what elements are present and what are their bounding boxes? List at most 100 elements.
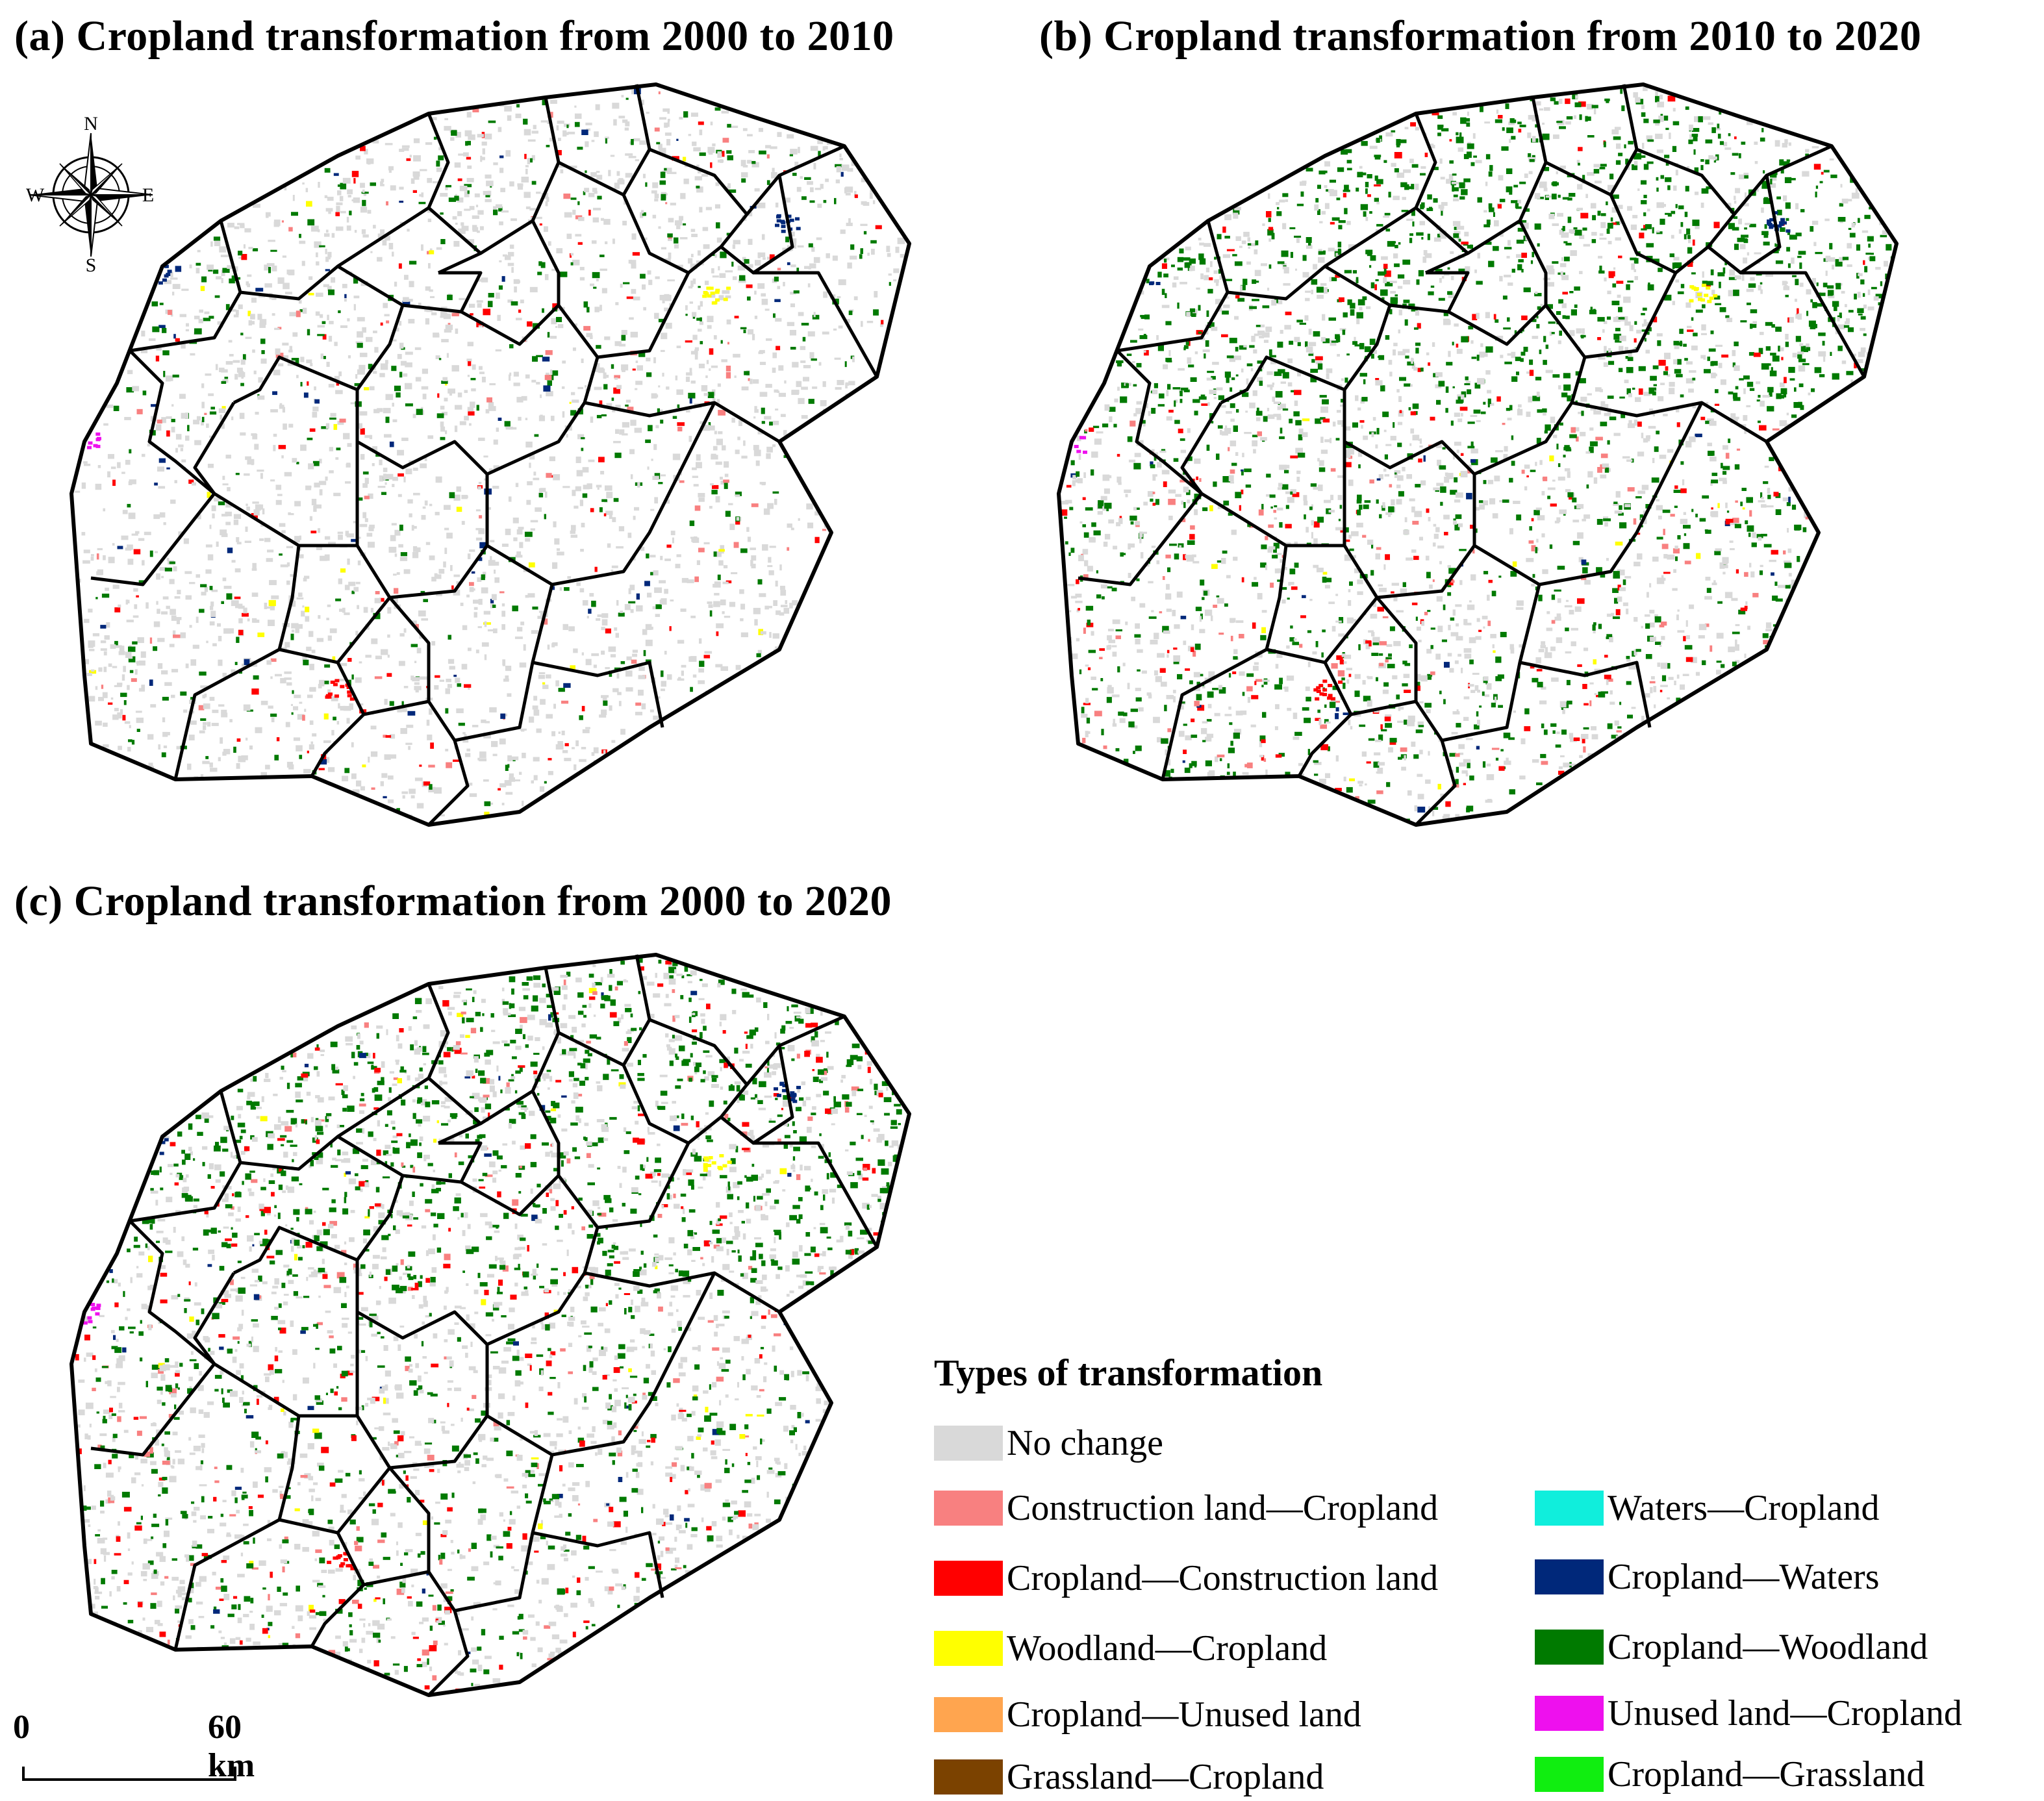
legend-item-cropland-to-woodland: Cropland—Woodland <box>1535 1626 1928 1668</box>
county-boundary <box>213 1312 359 1418</box>
legend-item-construction-to-cropland: Construction land—Cropland <box>934 1487 1438 1529</box>
county-boundary <box>1343 474 1476 599</box>
county-boundary <box>720 175 794 275</box>
county-boundary <box>1741 271 1866 378</box>
scale-bar: 0 60 km <box>13 1708 255 1799</box>
scale-bar-line <box>22 1767 236 1781</box>
county-boundary <box>1545 271 1678 359</box>
legend-label: Unused land—Cropland <box>1608 1693 1962 1733</box>
county-boundary <box>1519 661 1652 728</box>
county-boundary <box>1116 349 1203 495</box>
county-boundary <box>720 1045 794 1145</box>
county-boundary <box>240 1076 430 1171</box>
county-boundary <box>557 84 651 197</box>
panel-b-title: (b) Cropland transformation from 2010 to… <box>1039 12 1922 60</box>
panel-a-title: (a) Cropland transformation from 2000 to… <box>14 12 894 60</box>
scale-max-label: 60 km <box>208 1709 255 1784</box>
legend-swatch <box>1535 1757 1604 1792</box>
legend-swatch <box>934 1631 1003 1666</box>
county-boundary <box>427 1610 470 1696</box>
legend-swatch <box>1535 1696 1604 1731</box>
county-boundary <box>1389 271 1470 314</box>
legend-label: Waters—Cropland <box>1608 1488 1880 1528</box>
legend-item-cropland-to-grassland: Cropland—Grassland <box>1535 1754 1924 1795</box>
scale-zero-label: 0 <box>13 1709 30 1746</box>
legend-label: Cropland—Waters <box>1608 1557 1880 1597</box>
county-boundary <box>551 401 716 586</box>
county-boundary <box>1200 442 1346 548</box>
county-boundary <box>402 271 483 314</box>
map-panel-a <box>69 82 911 827</box>
legend-swatch <box>1535 1559 1604 1594</box>
county-boundary <box>753 1141 879 1248</box>
county-boundary <box>1571 401 1768 444</box>
county-boundary <box>355 357 599 476</box>
county-boundary <box>310 1583 365 1648</box>
county-boundary <box>240 206 430 301</box>
map-panel-b <box>1057 82 1899 827</box>
county-boundary <box>355 1227 599 1346</box>
county-boundary <box>753 271 879 378</box>
county-boundary <box>402 1141 483 1184</box>
county-boundary <box>129 1220 216 1365</box>
legend-label: Woodland—Cropland <box>1007 1628 1328 1669</box>
county-boundary <box>388 544 554 742</box>
county-boundary <box>557 1142 690 1229</box>
county-boundary <box>427 740 470 826</box>
legend-label: Grassland—Cropland <box>1007 1757 1324 1797</box>
county-boundary <box>1707 175 1782 275</box>
legend-item-cropland-to-unused: Cropland—Unused land <box>934 1694 1361 1735</box>
legend-swatch <box>934 1426 1003 1461</box>
landcover-pixels <box>75 958 909 1695</box>
legend-swatch <box>934 1491 1003 1526</box>
legend-item-cropland-to-construction: Cropland—Construction land <box>934 1557 1438 1599</box>
county-boundary <box>355 474 489 599</box>
county-boundary <box>557 271 690 359</box>
county-boundary <box>1545 84 1639 197</box>
county-boundary <box>1415 740 1457 826</box>
island-outline <box>1057 82 1899 827</box>
legend-label: Construction land—Cropland <box>1007 1488 1439 1528</box>
county-boundary <box>1467 97 1548 255</box>
legend-item-waters-to-cropland: Waters—Cropland <box>1535 1487 1880 1529</box>
legend-label: Cropland—Unused land <box>1007 1694 1361 1735</box>
county-boundary <box>1539 401 1704 586</box>
legend-item-unused-to-cropland: Unused land—Cropland <box>1535 1693 1962 1734</box>
legend-swatch <box>1535 1491 1604 1526</box>
legend-label: Cropland—Construction land <box>1007 1558 1439 1598</box>
compass-rose-icon: N S W E <box>26 113 154 276</box>
legend-swatch <box>1535 1630 1604 1665</box>
legend-label: No change <box>1007 1423 1164 1463</box>
county-boundary <box>557 954 651 1067</box>
legend-item-woodland-to-cropland: Woodland—Cropland <box>934 1628 1327 1669</box>
county-boundary <box>479 97 561 255</box>
county-boundary <box>129 1090 242 1223</box>
county-boundary <box>551 1272 716 1457</box>
county-boundary <box>584 1271 781 1314</box>
legend-label: Cropland—Woodland <box>1608 1627 1928 1667</box>
compass-south-label: S <box>86 255 97 276</box>
county-boundary <box>532 661 664 728</box>
legend-title: Types of transformation <box>934 1352 1323 1394</box>
legend-item-grassland-to-cropland: Grassland—Cropland <box>934 1756 1324 1798</box>
county-boundary <box>1227 206 1417 301</box>
legend-swatch <box>934 1759 1003 1795</box>
county-boundary <box>310 713 365 777</box>
county-boundary <box>1117 220 1230 353</box>
compass-north-label: N <box>84 113 98 134</box>
legend: Types of transformation No change Constr… <box>934 1351 2038 1799</box>
county-boundary <box>1376 544 1541 742</box>
county-boundary <box>129 349 216 495</box>
county-boundary <box>213 442 359 548</box>
island-outline <box>69 953 911 1697</box>
island-outline <box>69 82 911 827</box>
county-boundary <box>479 967 561 1126</box>
county-boundary <box>355 1344 489 1470</box>
legend-swatch <box>934 1561 1003 1596</box>
legend-item-cropland-to-waters: Cropland—Waters <box>1535 1556 1880 1598</box>
legend-label: Cropland—Grassland <box>1608 1754 1925 1795</box>
county-boundary <box>584 401 781 444</box>
county-boundary <box>1297 713 1352 777</box>
county-boundary <box>1343 357 1587 476</box>
panel-c-title: (c) Cropland transformation from 2000 to… <box>14 877 892 925</box>
